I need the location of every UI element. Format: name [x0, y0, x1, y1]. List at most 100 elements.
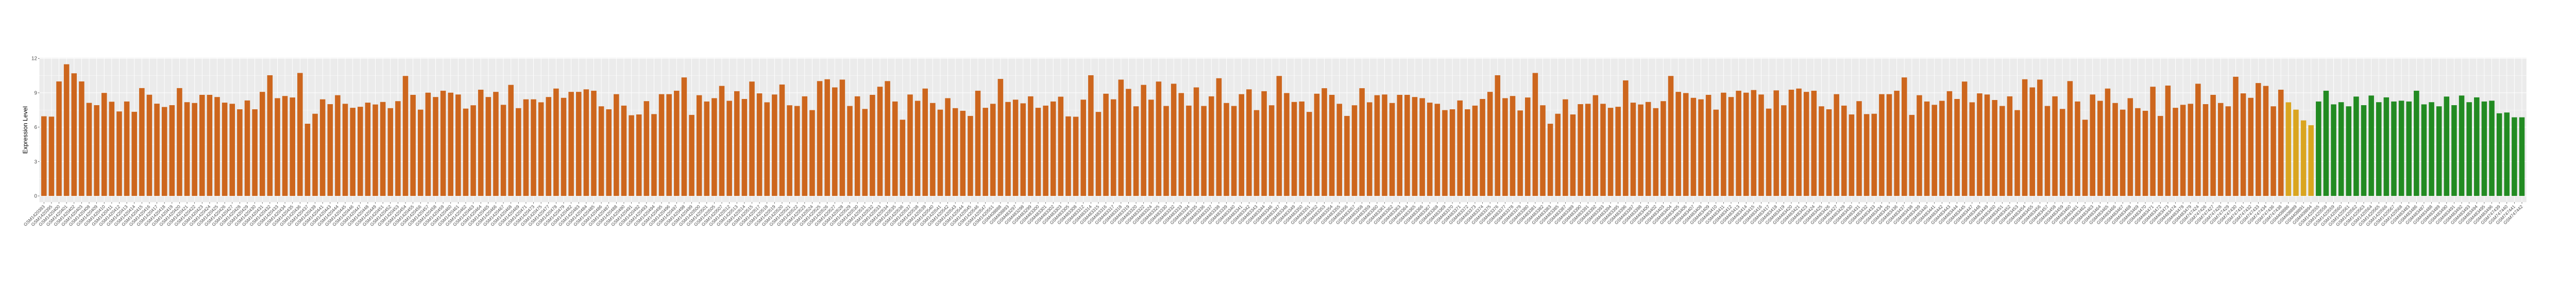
- bar: [237, 109, 243, 196]
- bar: [1570, 114, 1576, 196]
- bar: [2037, 79, 2043, 196]
- bar: [1329, 94, 1335, 196]
- bar: [1351, 105, 1358, 196]
- bar: [1268, 105, 1275, 196]
- bar: [2127, 98, 2133, 196]
- bar: [109, 102, 115, 196]
- bar: [1653, 108, 1659, 196]
- bar: [410, 94, 416, 196]
- y-tick-label: 12: [31, 56, 37, 62]
- plot-panel: [39, 57, 2527, 203]
- bar: [94, 105, 99, 196]
- bar: [2481, 101, 2487, 196]
- bar: [1645, 102, 1651, 196]
- bar: [1404, 94, 1410, 196]
- bar: [463, 108, 469, 196]
- bar: [1886, 94, 1892, 196]
- bar: [192, 103, 197, 196]
- bar: [1728, 97, 1734, 196]
- bar: [2120, 109, 2126, 196]
- bar: [222, 103, 228, 196]
- bar: [2489, 101, 2495, 196]
- bar: [643, 101, 650, 196]
- bar: [854, 96, 860, 196]
- bar: [2519, 117, 2525, 196]
- bar: [2512, 117, 2517, 196]
- bar: [1585, 104, 1591, 196]
- bar: [862, 109, 868, 196]
- bar: [1811, 90, 1817, 196]
- bar: [1773, 90, 1779, 196]
- bar: [1781, 105, 1787, 196]
- bar: [553, 88, 559, 196]
- bar: [1999, 106, 2005, 196]
- bar: [968, 115, 973, 196]
- y-tick-label: 9: [35, 90, 37, 96]
- bar: [1307, 112, 1312, 196]
- bar: [1607, 108, 1614, 196]
- bar: [2383, 97, 2389, 196]
- bar: [124, 101, 130, 196]
- bar: [1721, 92, 1726, 196]
- bar: [658, 94, 665, 196]
- bar: [726, 101, 732, 196]
- bar: [365, 103, 371, 196]
- bar: [1080, 99, 1087, 196]
- bar: [1992, 99, 1997, 196]
- bar: [1314, 93, 1320, 196]
- bar: [741, 98, 748, 196]
- bar: [2436, 106, 2442, 196]
- bar: [2338, 102, 2344, 196]
- bar: [1126, 89, 1131, 196]
- y-tick-label: 6: [35, 125, 38, 130]
- bar: [2233, 76, 2239, 196]
- bar: [877, 87, 883, 196]
- bar: [824, 79, 830, 196]
- bar: [719, 86, 725, 196]
- bar: [116, 111, 122, 196]
- bar: [2217, 103, 2224, 196]
- bar: [267, 75, 273, 196]
- bar: [531, 99, 536, 196]
- bar: [1133, 106, 1139, 196]
- bar: [2225, 106, 2231, 196]
- bar: [2391, 101, 2397, 196]
- bar: [101, 93, 107, 196]
- bar: [1510, 96, 1516, 196]
- bar: [1065, 116, 1071, 196]
- bar: [297, 73, 303, 196]
- bar: [387, 108, 394, 196]
- bar: [319, 99, 326, 196]
- bar: [380, 102, 386, 196]
- bar: [1178, 93, 1184, 196]
- bar: [960, 110, 966, 196]
- bar: [1532, 73, 1538, 196]
- bar: [598, 106, 604, 196]
- bar: [1397, 94, 1403, 196]
- bar: [1894, 90, 1900, 196]
- bar: [907, 94, 913, 196]
- bar: [2256, 83, 2261, 196]
- bar: [2429, 102, 2434, 196]
- bar: [847, 106, 853, 196]
- bar: [48, 117, 55, 196]
- bar: [478, 89, 484, 196]
- bar: [207, 94, 213, 196]
- bar: [229, 104, 235, 196]
- bar: [2135, 108, 2141, 196]
- bar: [1758, 94, 1764, 196]
- bar: [1449, 109, 1455, 196]
- bar: [621, 105, 627, 196]
- bar: [952, 108, 958, 196]
- x-axis: GSM1420393GSM1420395GSM1420400GSM1420401…: [23, 202, 2524, 227]
- bar: [606, 109, 612, 196]
- bar: [1803, 92, 1809, 196]
- bar: [1600, 104, 1606, 196]
- bar: [1879, 94, 1885, 196]
- bar: [312, 113, 318, 196]
- bar: [568, 92, 574, 196]
- bar: [154, 104, 160, 196]
- bar: [1148, 99, 1154, 196]
- bar: [131, 111, 137, 196]
- bar: [350, 108, 355, 196]
